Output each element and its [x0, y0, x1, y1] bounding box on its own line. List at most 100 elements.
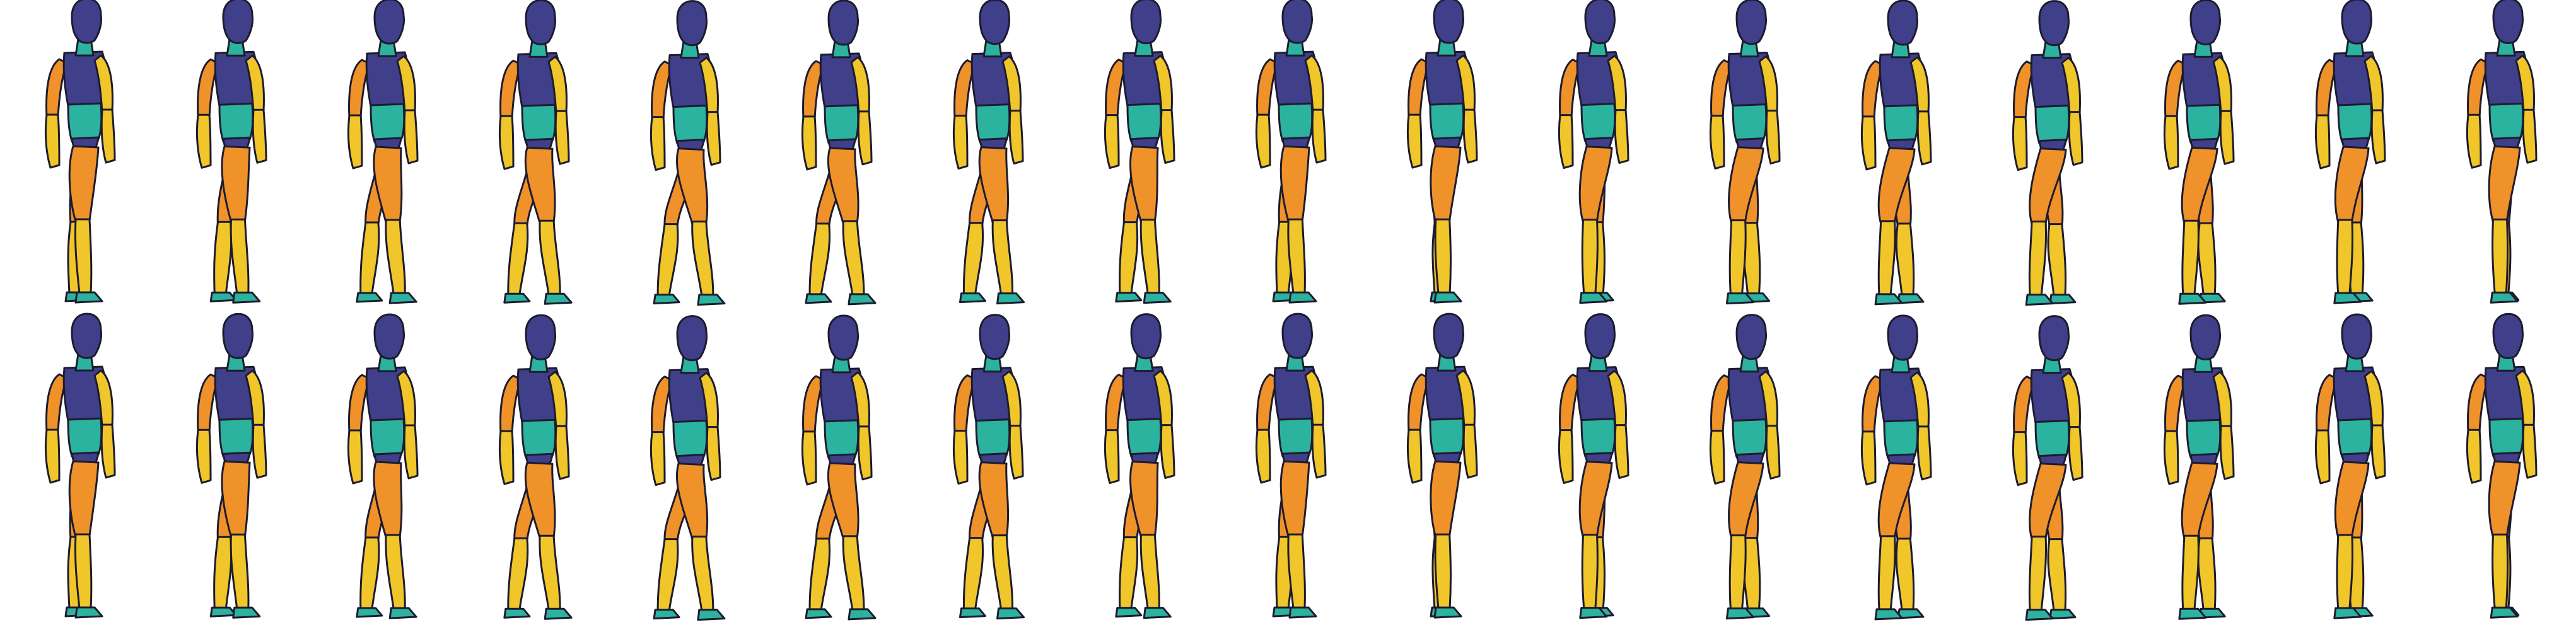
front-forearm: [1916, 425, 1932, 481]
front-shin: [1877, 535, 1896, 612]
front-thigh: [2334, 146, 2370, 224]
back-shin: [656, 223, 679, 297]
front-forearm: [2219, 110, 2235, 165]
front-foot: [232, 606, 261, 619]
sprite-frame: [2428, 0, 2576, 315]
figure-body: [347, 0, 419, 304]
figure-body: [195, 313, 267, 619]
front-forearm: [1765, 425, 1781, 480]
front-forearm: [100, 423, 116, 479]
back-shin: [2047, 223, 2067, 297]
abdomen: [521, 418, 557, 459]
back-forearm: [2466, 113, 2482, 169]
front-forearm: [2068, 111, 2084, 166]
back-forearm: [801, 115, 817, 171]
walker-figure: [952, 314, 1025, 620]
front-forearm: [252, 423, 267, 479]
figure-body: [801, 0, 877, 306]
front-shin: [1877, 220, 1896, 297]
abdomen: [1883, 104, 1919, 144]
sprite-frame: [1368, 0, 1520, 315]
figure-body: [1255, 313, 1327, 619]
back-foot: [356, 607, 383, 618]
front-shin: [2028, 221, 2048, 297]
abdomen: [824, 419, 860, 459]
front-forearm: [2522, 108, 2538, 164]
abdomen: [1126, 103, 1162, 143]
walker-figure: [801, 314, 877, 621]
front-forearm: [2219, 425, 2235, 480]
front-thigh: [675, 147, 709, 226]
front-foot: [848, 608, 877, 621]
back-shin: [359, 536, 380, 611]
sprite-frame: [6, 313, 158, 630]
sprite-frame: [1066, 313, 1217, 630]
head: [71, 0, 102, 44]
front-forearm: [857, 110, 873, 166]
head: [373, 0, 405, 45]
front-thigh: [1279, 145, 1310, 223]
back-shin: [656, 538, 679, 612]
front-thigh: [1279, 460, 1310, 538]
back-forearm: [2163, 115, 2179, 170]
back-foot: [1115, 607, 1143, 618]
back-foot: [653, 294, 680, 305]
walker-figure: [2466, 313, 2538, 619]
head: [827, 314, 859, 361]
back-shin: [1895, 537, 1915, 612]
front-foot: [1143, 607, 1172, 619]
back-foot: [959, 292, 986, 304]
abdomen: [1278, 417, 1314, 457]
abdomen: [370, 418, 405, 458]
head: [979, 0, 1010, 45]
front-forearm: [1462, 423, 1478, 479]
head: [2038, 0, 2070, 47]
head: [71, 313, 102, 359]
back-forearm: [1104, 114, 1120, 169]
figure-body: [2466, 313, 2538, 619]
sprite-frame: [1671, 0, 1822, 315]
back-shin: [1119, 221, 1139, 296]
figure-body: [650, 315, 726, 621]
figure-body: [2314, 313, 2386, 619]
walker-figure: [347, 313, 419, 619]
front-forearm: [1916, 110, 1932, 166]
back-forearm: [952, 430, 969, 485]
back-foot: [959, 607, 986, 619]
back-forearm: [1406, 428, 1423, 484]
back-forearm: [1255, 428, 1271, 484]
front-thigh: [68, 460, 100, 538]
figure-body: [2466, 0, 2538, 304]
back-shin: [808, 222, 831, 297]
front-shin: [1581, 219, 1599, 296]
walker-figure: [1255, 0, 1327, 304]
figure-body: [2314, 0, 2386, 304]
sprite-frame: [460, 0, 612, 315]
front-foot: [2178, 607, 2207, 620]
back-foot: [2049, 294, 2077, 305]
front-shin: [1581, 534, 1599, 611]
front-foot: [2333, 292, 2362, 304]
walker-figure: [952, 0, 1025, 305]
front-forearm: [403, 424, 419, 480]
head: [1281, 0, 1313, 44]
walker-figure: [2012, 315, 2084, 621]
figure-body: [2012, 315, 2084, 621]
front-shin: [691, 536, 714, 612]
sprite-frame: [1974, 0, 2125, 315]
front-foot: [1433, 291, 1462, 304]
head: [676, 0, 708, 47]
front-foot: [388, 292, 417, 304]
back-shin: [213, 221, 233, 295]
back-foot: [503, 607, 531, 619]
head: [1887, 314, 1918, 361]
front-foot: [1288, 291, 1317, 304]
sprite-frame: [914, 314, 1066, 630]
front-shin: [842, 535, 865, 612]
abdomen: [2488, 102, 2524, 142]
front-forearm: [706, 426, 721, 481]
front-shin: [1139, 219, 1160, 296]
front-foot: [1725, 292, 1754, 305]
back-forearm: [44, 428, 61, 484]
abdomen: [67, 102, 103, 142]
